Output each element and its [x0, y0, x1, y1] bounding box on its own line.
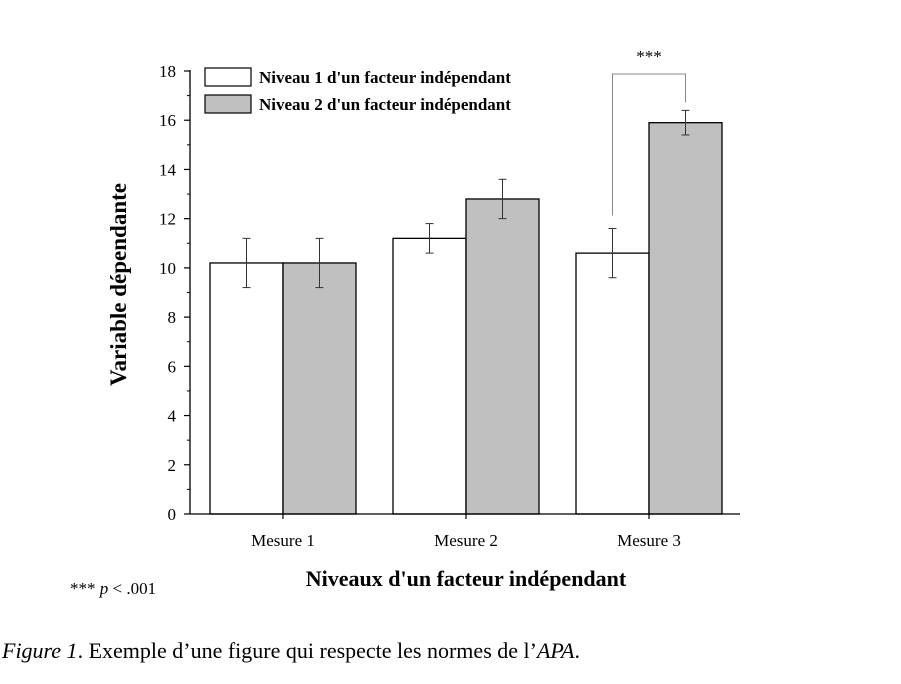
bar-s1-1	[209, 262, 284, 515]
y-tick-label: 4	[168, 407, 177, 426]
y-tick-label: 6	[168, 357, 177, 376]
note-rest: < .001	[108, 579, 157, 598]
note-p: p	[99, 579, 109, 598]
caption-apa: APA	[536, 638, 575, 663]
caption-end: .	[574, 638, 580, 663]
legend-swatch-2	[204, 94, 252, 114]
figure-caption: Figure 1. Exemple d’une figure qui respe…	[2, 638, 580, 664]
y-tick-label: 16	[159, 111, 176, 130]
bar-s1-2	[392, 237, 467, 515]
x-tick-label: Mesure 3	[617, 531, 681, 550]
bar-s2-1	[282, 262, 357, 515]
bar-s1-3	[575, 252, 650, 515]
y-axis-title: Variable dépendante	[106, 183, 131, 386]
significance-stars: ***	[636, 47, 662, 66]
legend-swatch-1	[204, 67, 252, 87]
y-tick-label: 8	[168, 308, 177, 327]
y-tick-label: 10	[159, 259, 176, 278]
legend-label-1: Niveau 1 d'un facteur indépendant	[259, 68, 511, 87]
y-tick-label: 18	[159, 62, 176, 81]
legend-label-2: Niveau 2 d'un facteur indépendant	[259, 95, 511, 114]
y-tick-label: 0	[168, 505, 177, 524]
x-tick-label: Mesure 1	[251, 531, 315, 550]
y-tick-label: 14	[159, 160, 177, 179]
caption-text: Exemple d’une figure qui respecte les no…	[88, 638, 537, 663]
significance-bracket	[612, 73, 686, 216]
note-stars: ***	[70, 579, 96, 598]
bar-s2-2	[465, 198, 540, 515]
significance-note: *** p < .001	[70, 579, 156, 599]
x-axis-title: Niveaux d'un facteur indépendant	[306, 566, 627, 591]
y-tick-label: 12	[159, 210, 176, 229]
y-tick-label: 2	[168, 456, 177, 475]
bar-s2-3	[648, 122, 723, 515]
x-tick-label: Mesure 2	[434, 531, 498, 550]
caption-figure-label: Figure 1	[2, 638, 78, 663]
caption-dot: .	[77, 638, 89, 663]
